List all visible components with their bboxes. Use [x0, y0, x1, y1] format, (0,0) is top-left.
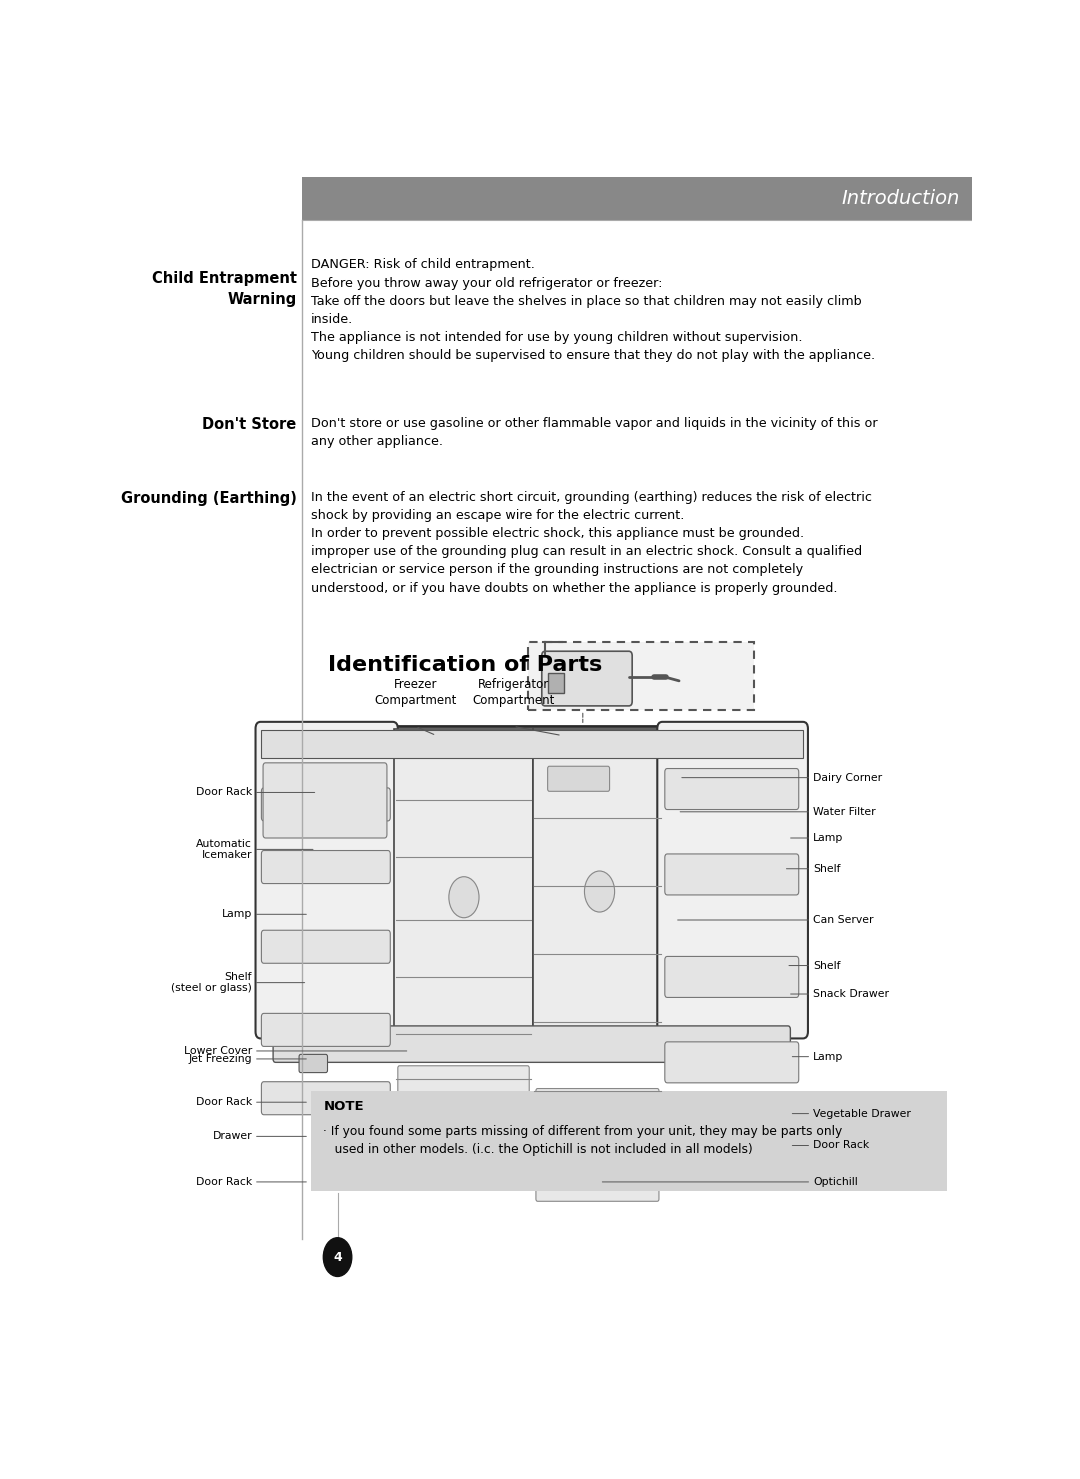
FancyBboxPatch shape [536, 1089, 659, 1139]
Text: Door Rack: Door Rack [195, 1177, 253, 1188]
Text: Drawer: Drawer [213, 1131, 253, 1142]
Text: Can Server: Can Server [813, 916, 874, 924]
Circle shape [584, 871, 615, 913]
Text: Child Entrapment
Warning: Child Entrapment Warning [151, 271, 297, 306]
Text: Don't store or use gasoline or other flammable vapor and liquids in the vicinity: Don't store or use gasoline or other fla… [311, 417, 877, 448]
Text: Door Rack: Door Rack [195, 1097, 253, 1108]
FancyBboxPatch shape [259, 726, 805, 1034]
Bar [260, 729, 802, 759]
Text: In the event of an electric short circuit, grounding (earthing) reduces the risk: In the event of an electric short circui… [311, 491, 872, 595]
FancyBboxPatch shape [658, 722, 808, 1038]
Text: Water Filter: Water Filter [813, 808, 876, 816]
FancyBboxPatch shape [311, 1092, 947, 1191]
Text: Shelf: Shelf [813, 864, 840, 874]
FancyBboxPatch shape [665, 1041, 799, 1083]
FancyBboxPatch shape [299, 1055, 327, 1072]
Circle shape [323, 1238, 352, 1276]
Bar [532, 729, 662, 1032]
Text: Snack Drawer: Snack Drawer [813, 989, 889, 998]
Text: Automatic
Icemaker: Automatic Icemaker [197, 839, 253, 861]
FancyBboxPatch shape [536, 1151, 659, 1201]
FancyBboxPatch shape [548, 766, 609, 791]
Text: Dairy Corner: Dairy Corner [813, 772, 882, 782]
Text: Door Rack: Door Rack [195, 787, 253, 797]
Bar [394, 729, 532, 1032]
Text: DANGER: Risk of child entrapment.
Before you throw away your old refrigerator or: DANGER: Risk of child entrapment. Before… [311, 259, 875, 362]
Text: Identification of Parts: Identification of Parts [327, 655, 602, 674]
FancyBboxPatch shape [261, 1013, 390, 1047]
Text: Jet Freezing: Jet Freezing [189, 1055, 253, 1063]
Text: Shelf
(steel or glass): Shelf (steel or glass) [172, 972, 253, 994]
FancyBboxPatch shape [665, 957, 799, 997]
FancyBboxPatch shape [256, 722, 397, 1038]
Text: Lamp: Lamp [813, 1052, 843, 1062]
Text: NOTE: NOTE [323, 1100, 364, 1112]
FancyBboxPatch shape [261, 788, 390, 821]
Text: Optichill: Optichill [813, 1177, 858, 1188]
Text: Introduction: Introduction [841, 189, 959, 209]
Text: Don't Store: Don't Store [202, 417, 297, 432]
FancyBboxPatch shape [549, 673, 564, 694]
Text: · If you found some parts missing of different from your unit, they may be parts: · If you found some parts missing of dif… [323, 1126, 842, 1157]
FancyBboxPatch shape [261, 1081, 390, 1115]
Text: Lower Cover: Lower Cover [184, 1046, 253, 1056]
FancyBboxPatch shape [665, 853, 799, 895]
FancyBboxPatch shape [261, 930, 390, 963]
FancyBboxPatch shape [264, 763, 387, 839]
FancyBboxPatch shape [261, 850, 390, 883]
FancyBboxPatch shape [397, 1128, 529, 1173]
FancyBboxPatch shape [542, 651, 632, 705]
FancyBboxPatch shape [744, 1055, 773, 1072]
Text: Shelf: Shelf [813, 960, 840, 970]
Text: Lamp: Lamp [813, 833, 843, 843]
Text: Freezer
Compartment: Freezer Compartment [374, 677, 457, 707]
Text: Door Rack: Door Rack [813, 1140, 869, 1151]
FancyBboxPatch shape [273, 1026, 791, 1062]
Text: Lamp: Lamp [221, 910, 253, 920]
Text: 4: 4 [333, 1251, 342, 1263]
FancyBboxPatch shape [528, 642, 754, 710]
Text: Refrigerator
Compartment: Refrigerator Compartment [472, 677, 554, 707]
FancyBboxPatch shape [397, 1066, 529, 1115]
Text: Grounding (Earthing): Grounding (Earthing) [121, 491, 297, 506]
Circle shape [449, 877, 480, 917]
FancyBboxPatch shape [302, 177, 972, 219]
Text: Vegetable Drawer: Vegetable Drawer [813, 1109, 910, 1118]
FancyBboxPatch shape [665, 1105, 799, 1146]
FancyBboxPatch shape [665, 769, 799, 809]
